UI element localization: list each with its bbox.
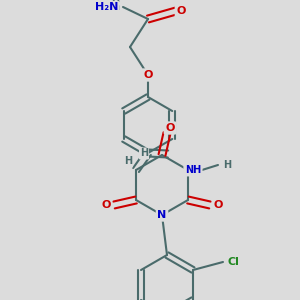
Text: H: H (140, 148, 148, 158)
Text: H: H (111, 0, 119, 4)
Text: H: H (223, 160, 231, 170)
Text: O: O (143, 70, 153, 80)
Text: Cl: Cl (227, 257, 239, 267)
Text: O: O (165, 123, 175, 133)
Text: NH: NH (185, 165, 201, 175)
Text: N: N (158, 210, 166, 220)
Text: H: H (111, 2, 119, 12)
Text: O: O (213, 200, 223, 210)
Text: O: O (101, 200, 111, 210)
Text: H₂N: H₂N (94, 2, 118, 12)
Text: O: O (176, 6, 186, 16)
Text: H: H (124, 157, 132, 166)
